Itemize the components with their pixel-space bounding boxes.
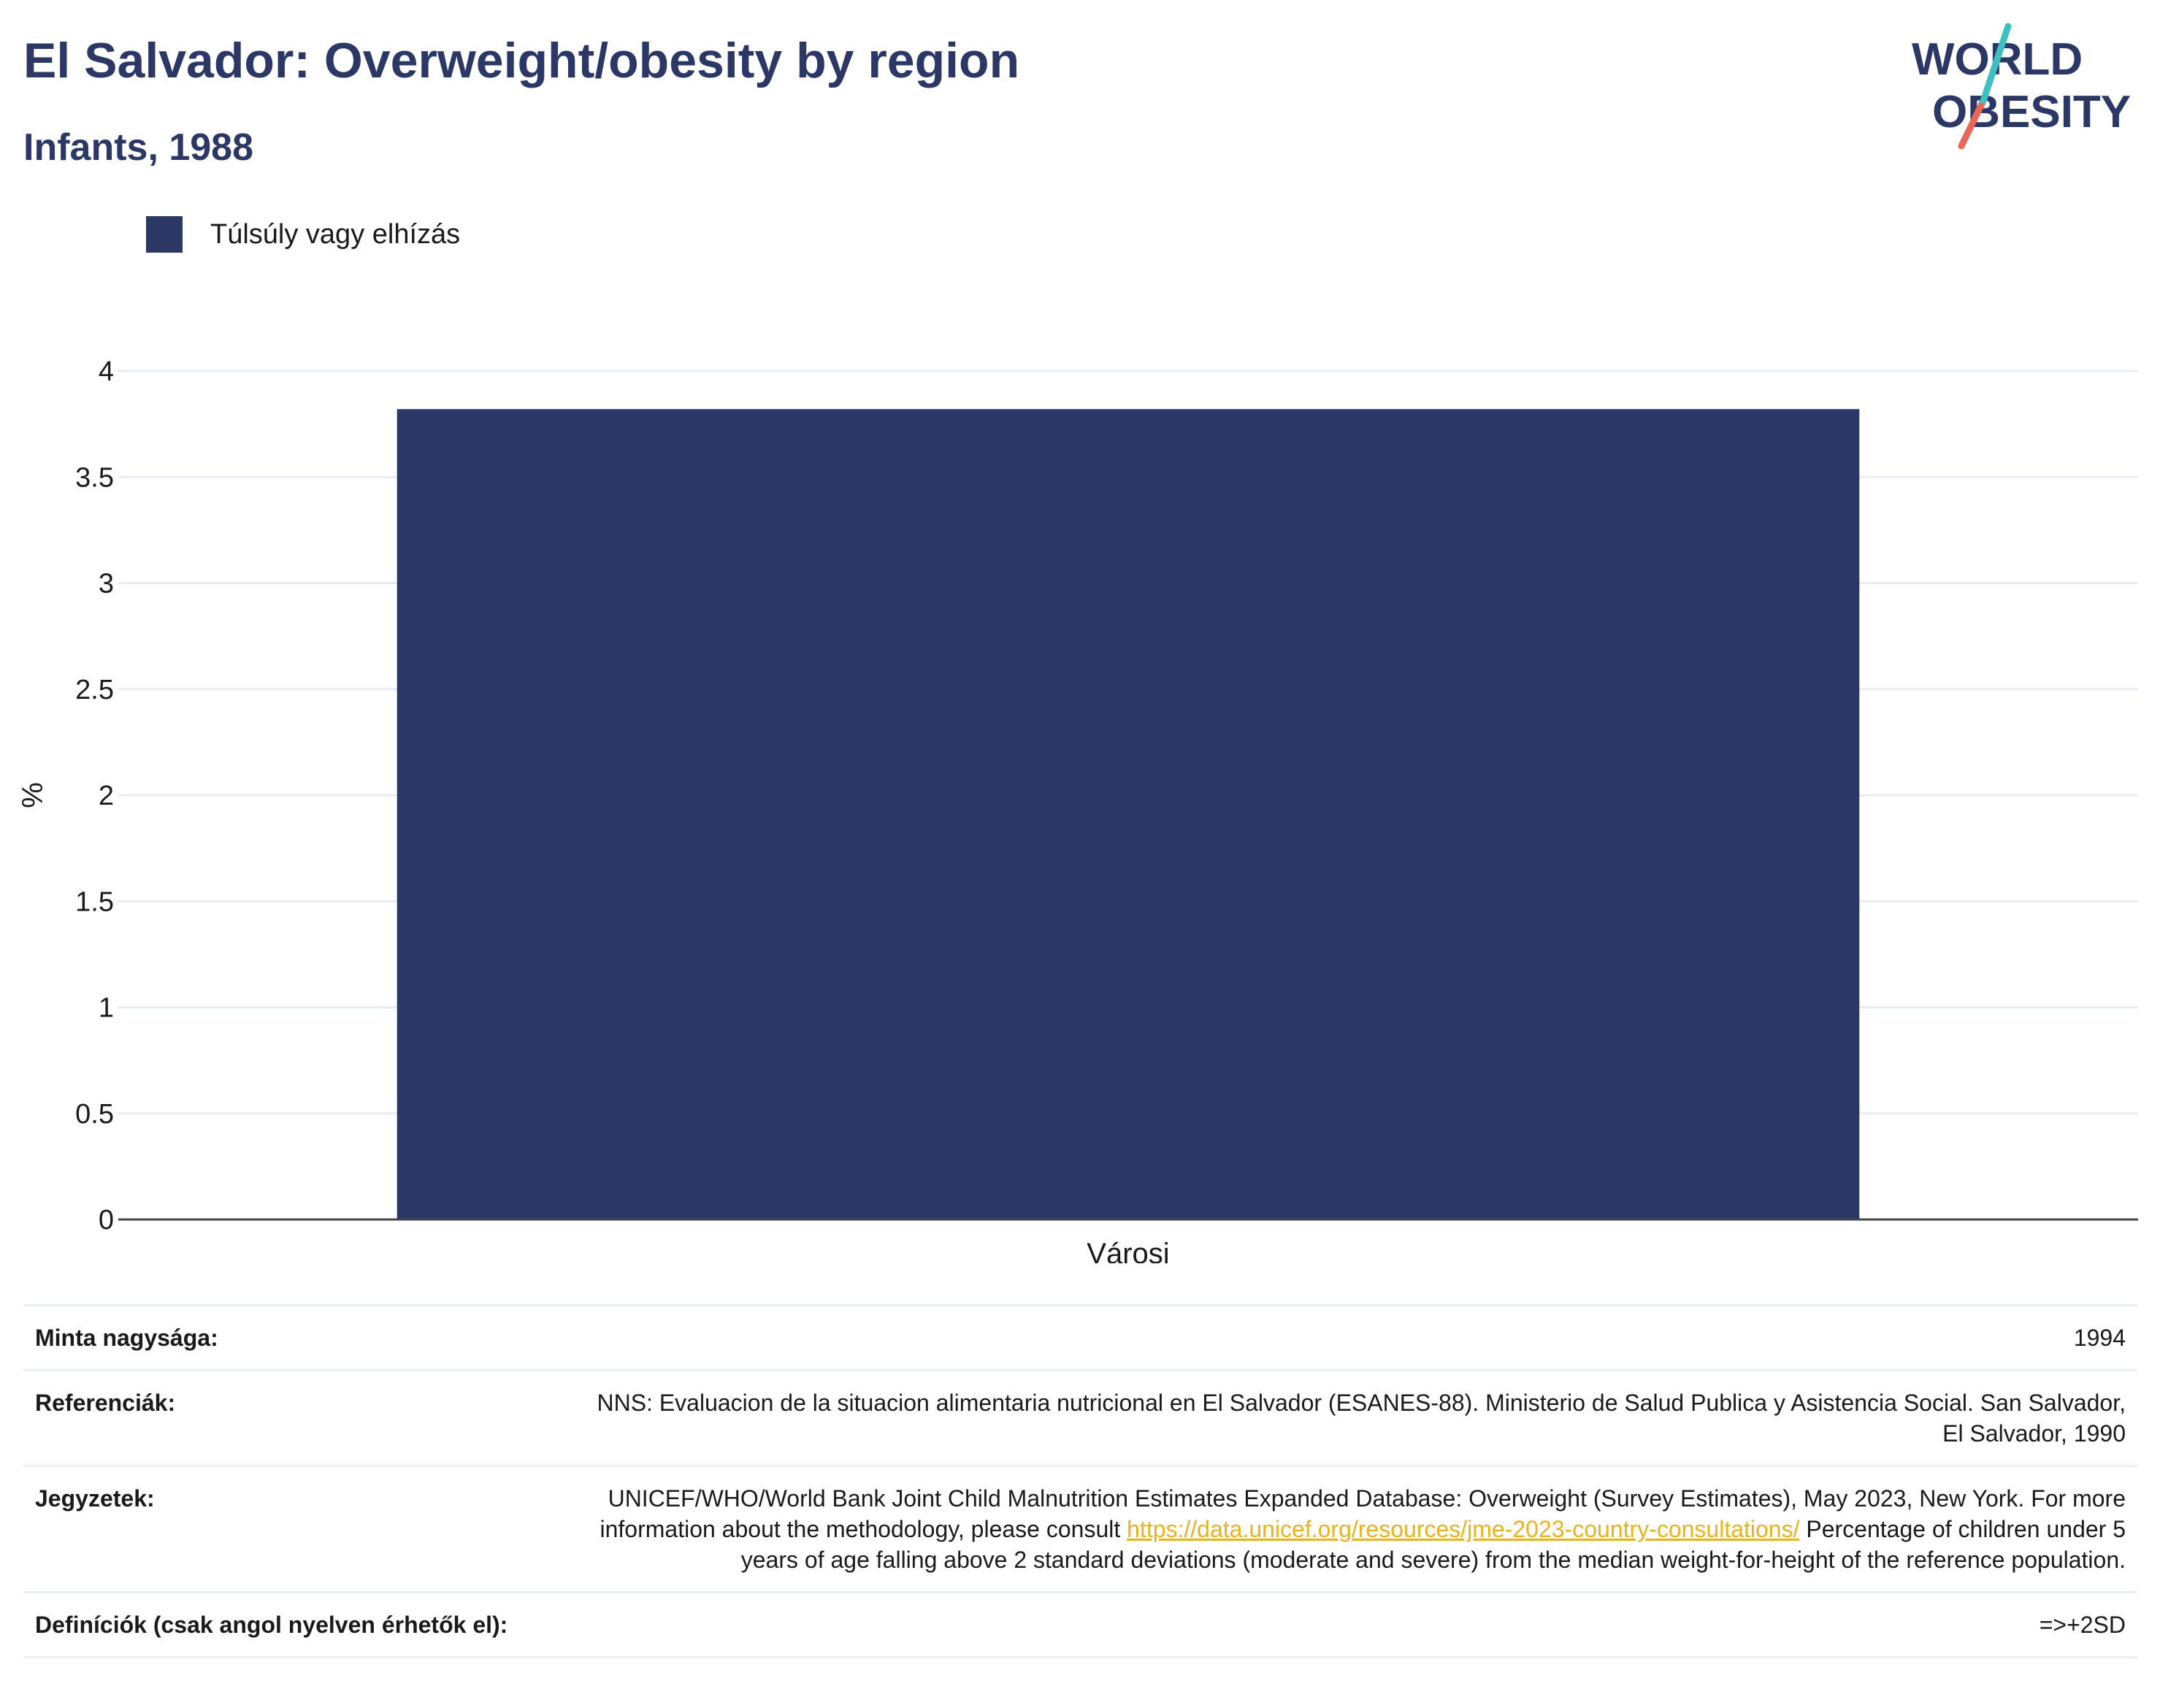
- legend[interactable]: Túlsúly vagy elhízás: [146, 216, 460, 253]
- info-row-sample-size: Minta nagysága: 1994: [23, 1304, 2137, 1369]
- references-label: Referenciák:: [35, 1390, 176, 1416]
- notes-value: UNICEF/WHO/World Bank Joint Child Malnut…: [578, 1483, 2126, 1575]
- world-obesity-logo: WORLD OBESITY: [1912, 23, 2131, 150]
- y-tick-label: 2.5: [75, 675, 114, 705]
- y-tick-label: 1: [99, 993, 114, 1024]
- info-row-definitions: Definíciók (csak angol nyelven érhetők e…: [23, 1591, 2137, 1658]
- chart-subtitle: Infants, 1988: [23, 126, 254, 169]
- chart-title: El Salvador: Overweight/obesity by regio…: [23, 33, 1020, 88]
- legend-swatch: [146, 216, 183, 253]
- definitions-value: =>+2SD: [2039, 1612, 2126, 1638]
- legend-label: Túlsúly vagy elhízás: [210, 218, 461, 250]
- y-tick-label: 3.5: [75, 462, 114, 493]
- logo-slash-red: [1958, 97, 1987, 150]
- y-tick-label: 2: [99, 781, 114, 811]
- logo-text-obesity: OBESITY: [1932, 87, 2131, 137]
- info-row-notes: Jegyzetek: UNICEF/WHO/World Bank Joint C…: [23, 1465, 2137, 1591]
- sample-size-label: Minta nagysága:: [35, 1325, 218, 1351]
- y-tick-label: 1.5: [75, 886, 114, 917]
- x-tick-label: Városi: [1087, 1238, 1169, 1263]
- y-tick-label: 4: [99, 356, 114, 387]
- notes-link[interactable]: https://data.unicef.org/resources/jme-20…: [1127, 1516, 1800, 1542]
- bar: [397, 409, 1860, 1219]
- info-table: Minta nagysága: 1994 Referenciák: NNS: E…: [23, 1304, 2137, 1658]
- references-value: NNS: Evaluacion de la situacion alimenta…: [597, 1390, 2126, 1447]
- notes-text-1: UNICEF/WHO/World Bank Joint Child Malnut…: [600, 1485, 2126, 1542]
- y-tick-label: 3: [99, 569, 114, 600]
- sample-size-value: 1994: [2073, 1325, 2126, 1351]
- info-row-references: Referenciák: NNS: Evaluacion de la situa…: [23, 1369, 2137, 1465]
- definitions-label: Definíciók (csak angol nyelven érhetők e…: [35, 1612, 508, 1638]
- bar-chart: 0 0.5 1 1.5 2 2.5 3 3.5 4 Városi%: [17, 356, 2138, 1263]
- y-tick-label: 0.5: [75, 1099, 114, 1130]
- logo-slash-teal: [1980, 23, 2012, 104]
- notes-text-2: Percentage of children under 5 years of …: [740, 1516, 2126, 1573]
- y-axis-label: %: [17, 782, 49, 808]
- notes-label: Jegyzetek:: [35, 1485, 155, 1512]
- y-tick-label: 0: [99, 1205, 114, 1236]
